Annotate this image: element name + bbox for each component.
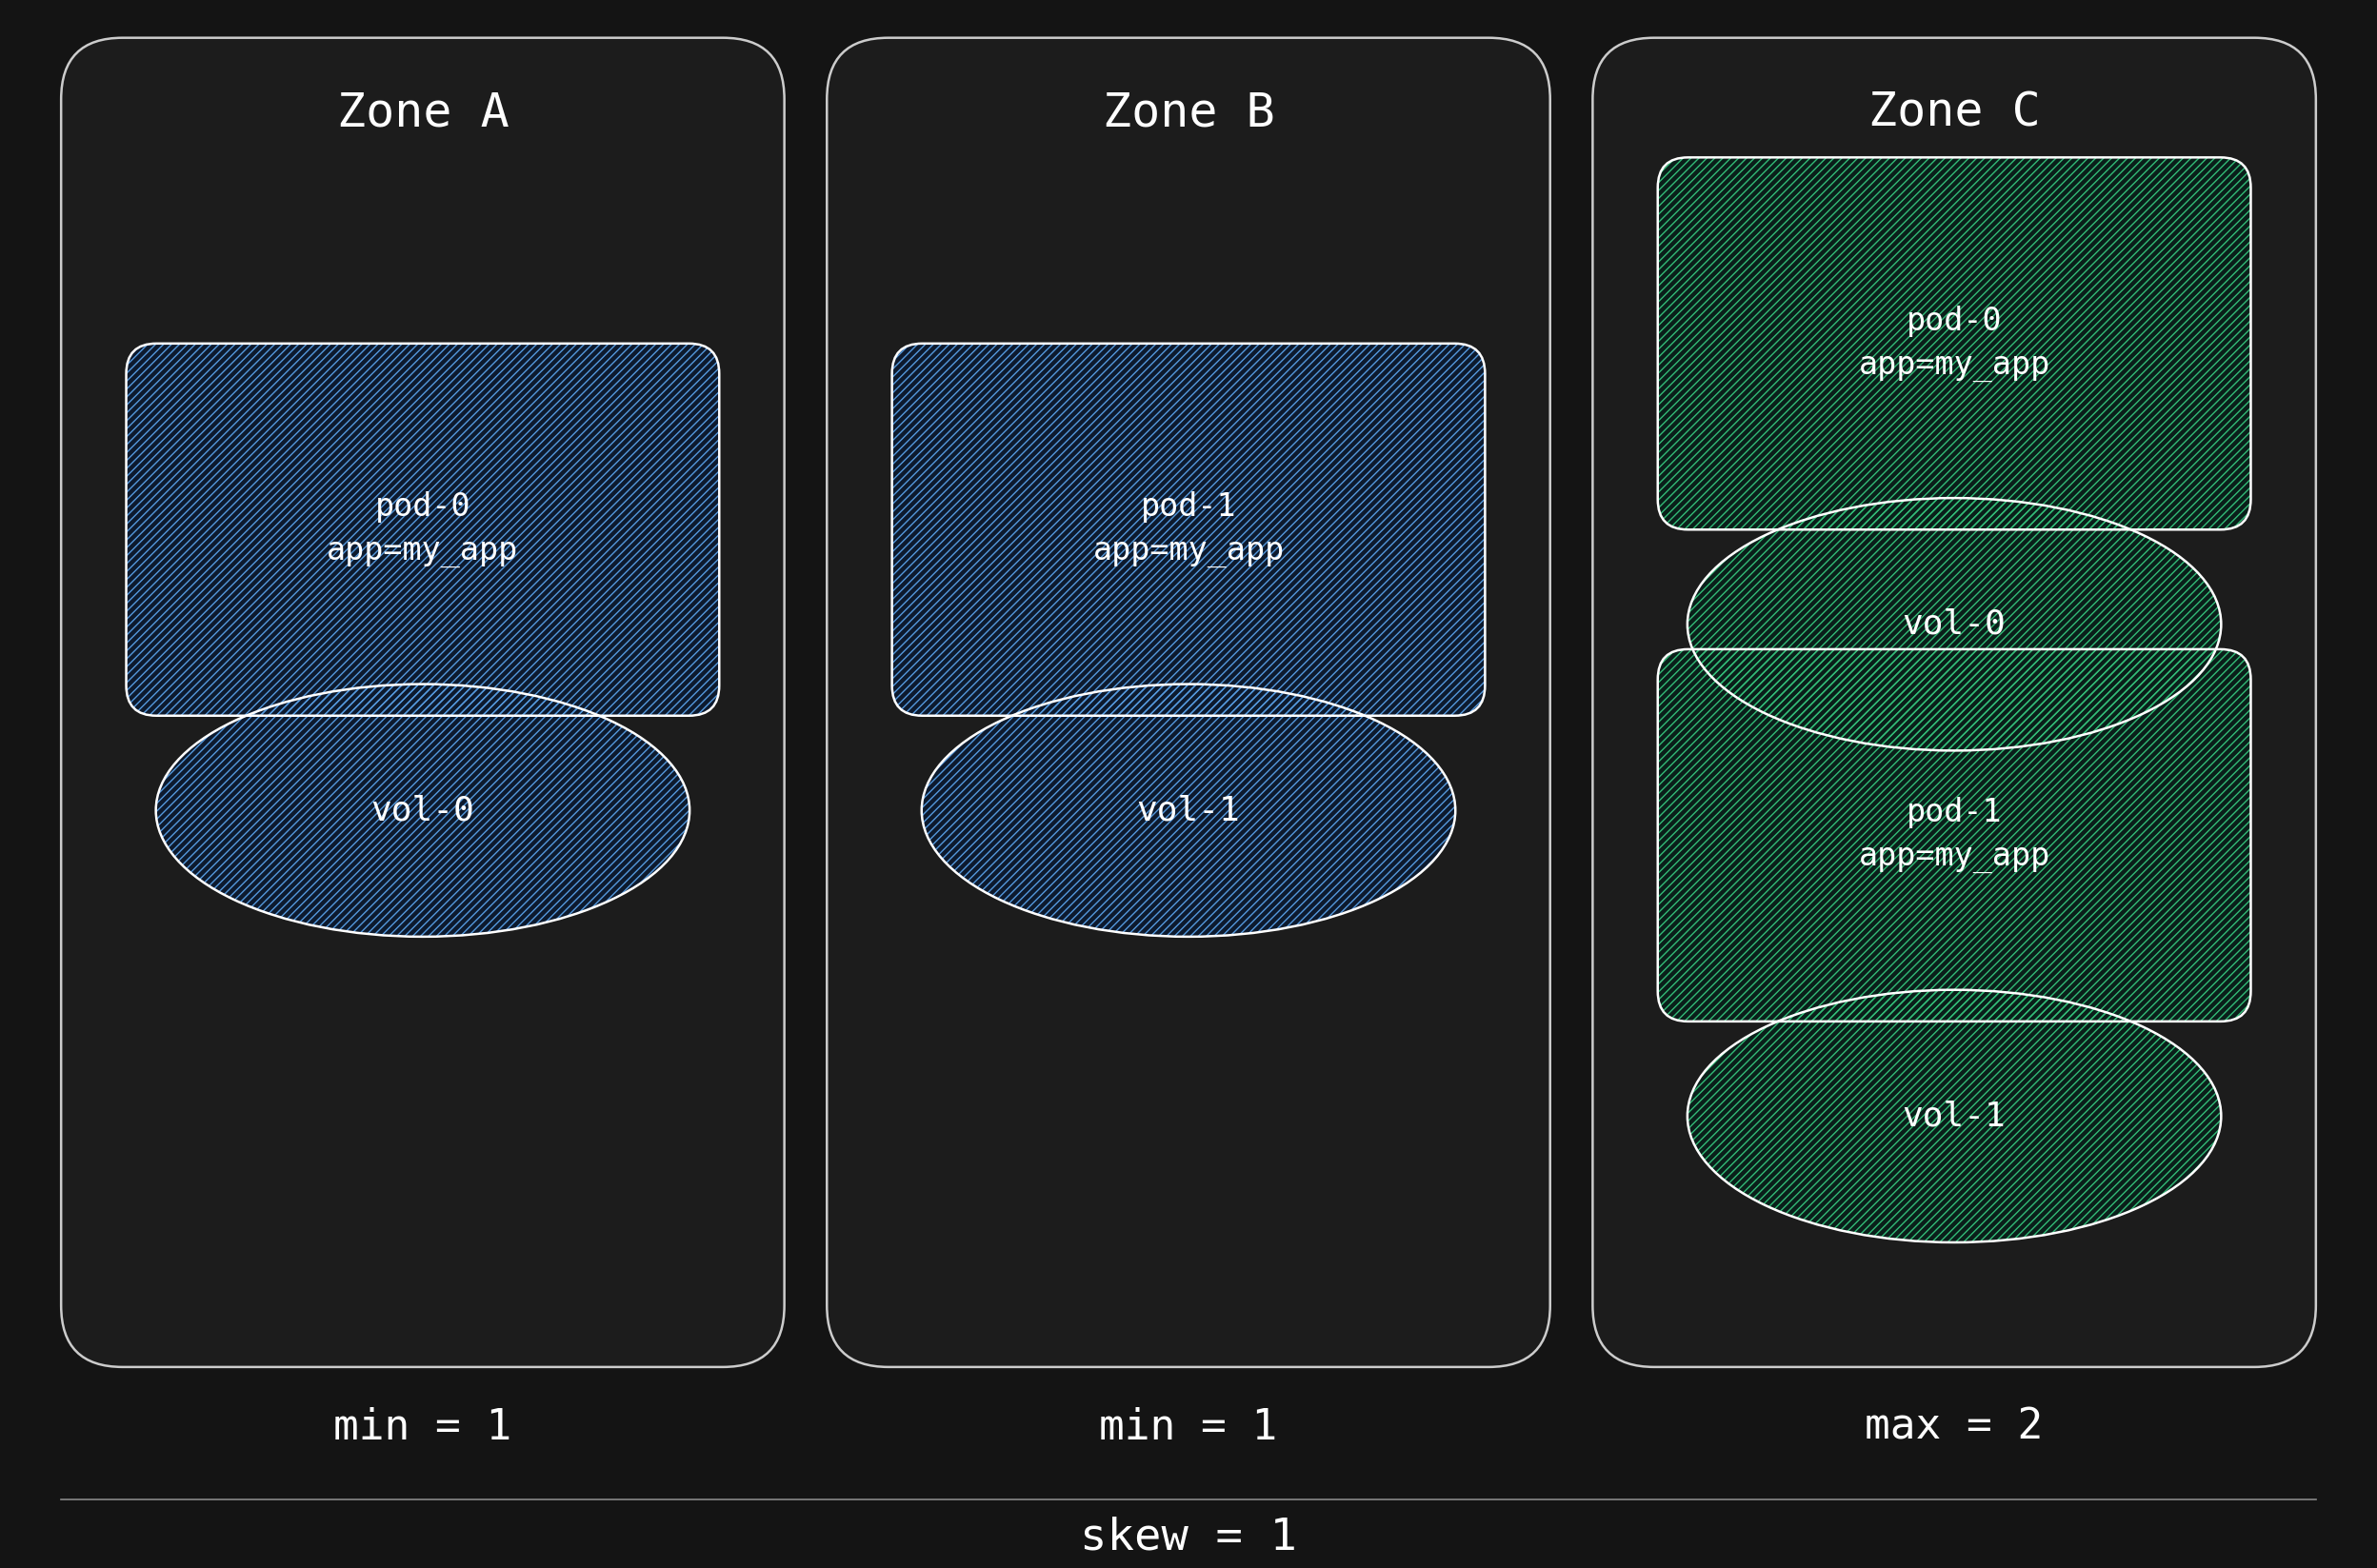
Text: max = 2: max = 2 — [1866, 1406, 2044, 1447]
Text: pod-1
app=my_app: pod-1 app=my_app — [1093, 491, 1284, 568]
Text: vol-0: vol-0 — [1902, 608, 2006, 640]
Text: pod-1
app=my_app: pod-1 app=my_app — [1859, 797, 2049, 873]
FancyBboxPatch shape — [1657, 649, 2251, 1021]
FancyBboxPatch shape — [891, 343, 1486, 715]
Text: min = 1: min = 1 — [333, 1406, 511, 1447]
FancyBboxPatch shape — [1593, 38, 2315, 1367]
Text: Zone B: Zone B — [1103, 89, 1274, 135]
Text: Zone C: Zone C — [1868, 89, 2039, 135]
FancyBboxPatch shape — [126, 343, 720, 715]
Text: Zone A: Zone A — [338, 89, 509, 135]
Text: pod-0
app=my_app: pod-0 app=my_app — [328, 491, 518, 568]
Text: vol-1: vol-1 — [1136, 795, 1241, 826]
Ellipse shape — [157, 684, 689, 936]
Ellipse shape — [1688, 499, 2220, 751]
Text: vol-0: vol-0 — [371, 795, 475, 826]
Text: skew = 1: skew = 1 — [1079, 1516, 1298, 1559]
Text: pod-0
app=my_app: pod-0 app=my_app — [1859, 306, 2049, 381]
Ellipse shape — [1688, 989, 2220, 1242]
FancyBboxPatch shape — [827, 38, 1550, 1367]
FancyBboxPatch shape — [62, 38, 784, 1367]
Text: min = 1: min = 1 — [1098, 1406, 1279, 1447]
Text: vol-1: vol-1 — [1902, 1099, 2006, 1132]
Ellipse shape — [922, 684, 1455, 936]
FancyBboxPatch shape — [1657, 157, 2251, 530]
